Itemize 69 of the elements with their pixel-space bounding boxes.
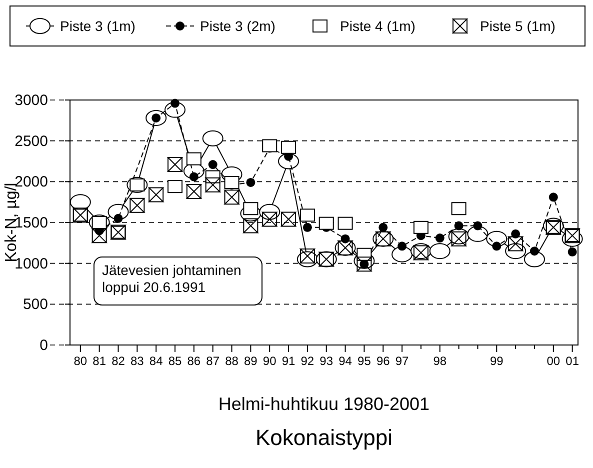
point [224, 190, 240, 205]
y-tick-label: 1000 [14, 255, 48, 272]
x-tick-label: 96 [376, 354, 390, 368]
y-tick-label: 3000 [14, 92, 48, 109]
point [473, 221, 482, 230]
point [338, 216, 353, 230]
point [70, 194, 91, 210]
x-tick-label: 01 [566, 354, 580, 368]
point [318, 216, 334, 230]
point [281, 212, 296, 227]
y-tick-label: 500 [22, 296, 48, 314]
point [530, 246, 539, 256]
y-tick-label: 2500 [14, 132, 48, 150]
legend-label: Piste 3 (1m) [60, 18, 136, 34]
x-tick-label: 87 [206, 354, 220, 368]
point [130, 198, 145, 213]
legend-label: Piste 5 (1m) [480, 18, 556, 34]
text: Kokonaistyppi [256, 425, 392, 450]
point [208, 160, 218, 170]
point [413, 220, 428, 234]
x-tick-label: 80 [74, 354, 88, 368]
point [170, 98, 180, 108]
point [114, 214, 123, 223]
point [168, 157, 183, 172]
x-tick-label: 94 [338, 354, 352, 368]
x-tick-label: 91 [282, 354, 296, 368]
point [186, 184, 202, 199]
point [429, 243, 450, 260]
x-tick-label: 85 [168, 354, 182, 368]
point [148, 187, 164, 202]
x-tick-label: 86 [187, 354, 201, 368]
legend-label: Piste 4 (1m) [340, 18, 416, 34]
text: Helmi-huhtikuu 1980-2001 [218, 394, 430, 414]
x-tick-label: 00 [546, 354, 560, 368]
x-tick-label: 99 [490, 354, 504, 368]
point [435, 234, 444, 243]
point [548, 192, 558, 202]
x-tick-label: 83 [130, 354, 144, 368]
x-tick-label: 88 [225, 354, 239, 368]
point [202, 130, 224, 146]
point [454, 221, 464, 230]
x-tick-label: 84 [149, 354, 164, 368]
point [492, 242, 502, 251]
point [398, 242, 407, 251]
point [262, 139, 278, 152]
point [243, 218, 258, 234]
x-tick-label: 97 [395, 354, 410, 368]
point [205, 177, 220, 192]
x-tick-label: 82 [112, 354, 126, 368]
x-tick-label: 81 [92, 354, 106, 368]
point [300, 208, 315, 222]
x-tick-label: 93 [320, 354, 334, 368]
point [246, 178, 256, 187]
annotation: Jätevesien johtaminen loppui 20.6.1991 [102, 262, 242, 295]
point [224, 176, 240, 189]
point [302, 222, 312, 232]
y-tick-label: 0 [40, 337, 48, 354]
x-tick-label: 95 [358, 354, 372, 368]
x-tick-label: 90 [262, 354, 277, 368]
legend-label: Piste 3 (2m) [200, 18, 276, 34]
point [92, 228, 107, 244]
x-tick-label: 98 [433, 354, 447, 368]
x-tick-label: 89 [244, 354, 258, 368]
point [568, 247, 577, 256]
point [189, 172, 198, 182]
point [186, 152, 202, 166]
x-tick-label: 92 [300, 354, 314, 368]
point [378, 222, 388, 232]
point [243, 202, 258, 216]
